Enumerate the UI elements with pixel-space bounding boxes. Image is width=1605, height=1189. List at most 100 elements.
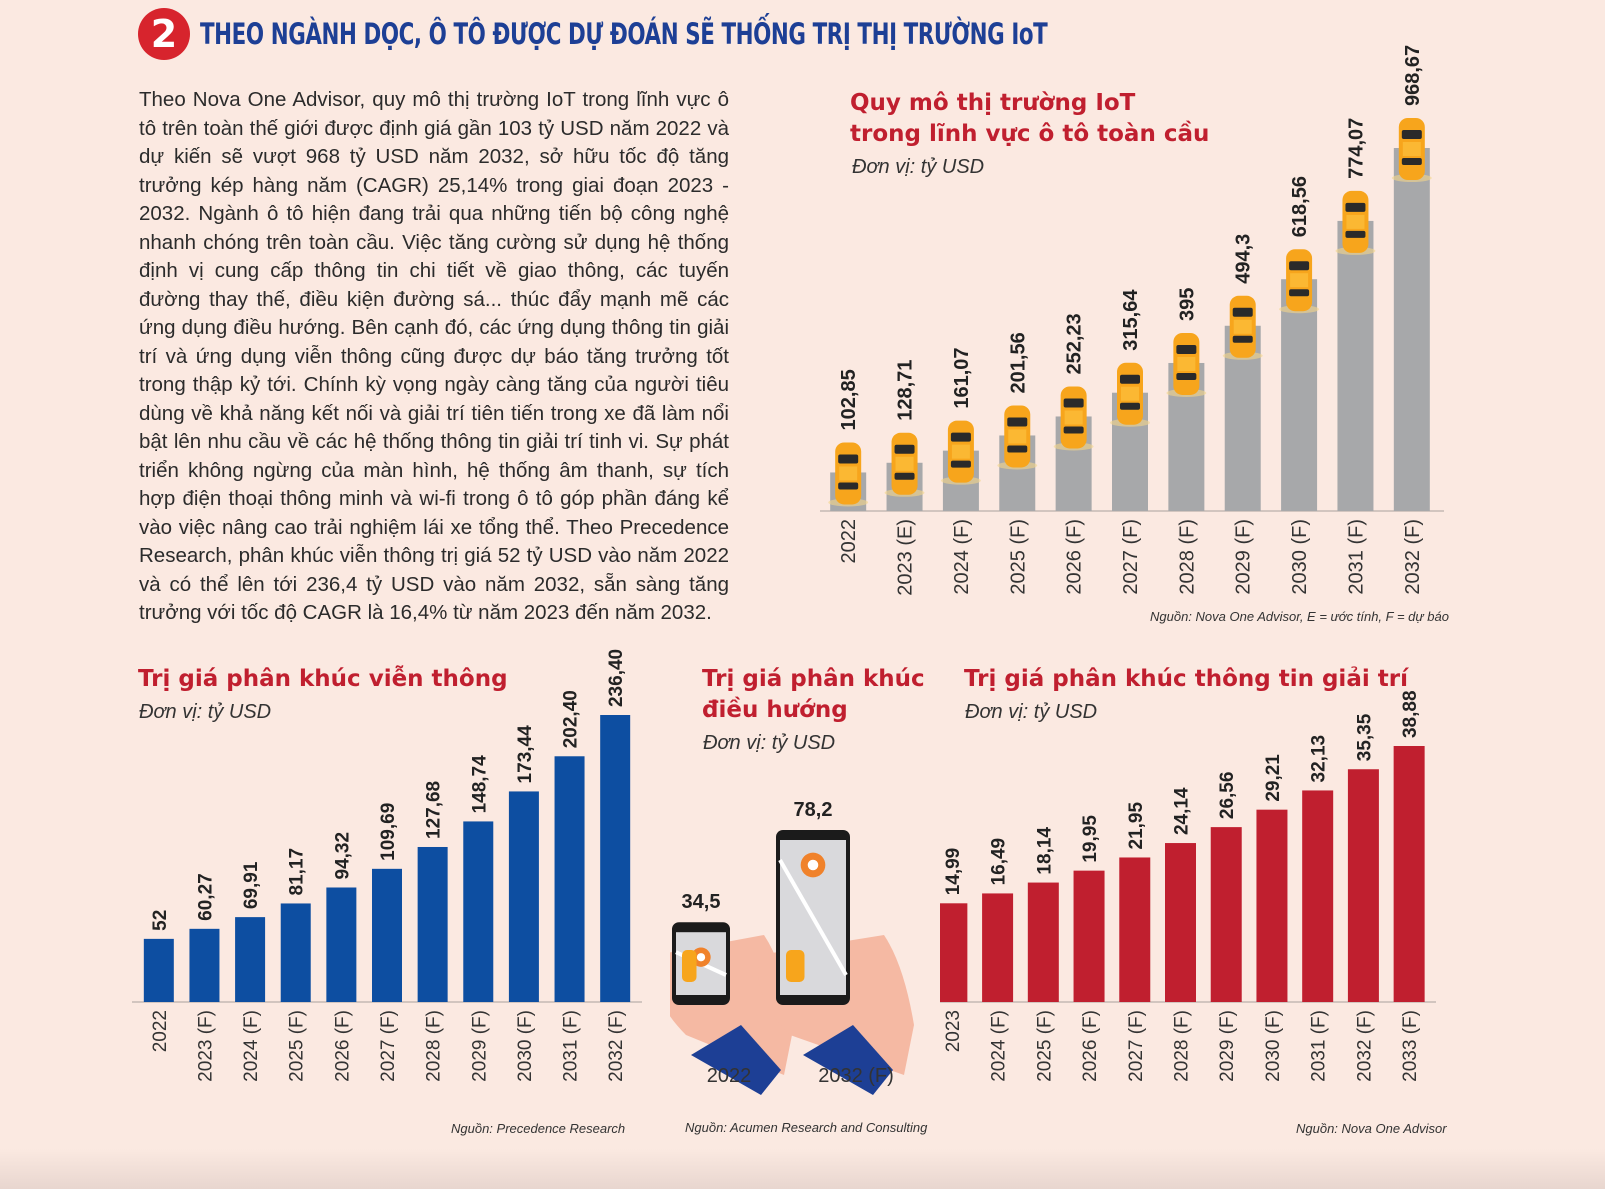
chart2-unit: Đơn vị: tỷ USD (139, 701, 272, 723)
chart2-tick-label: 2032 (F) (606, 1010, 627, 1082)
chart3-tick-label: 2032 (F) (818, 1065, 894, 1087)
chart2-bar (280, 903, 311, 1002)
chart1-car-icon (1110, 362, 1150, 427)
chart4-tick-label: 2028 (F) (1172, 1010, 1193, 1082)
chart3-title-line2: điều hướng (702, 697, 848, 723)
chart4-bar (1393, 746, 1425, 1002)
chart4-title: Trị giá phân khúc thông tin giải trí (964, 666, 1408, 692)
chart2-bar (189, 928, 220, 1002)
chart3-car-icon (786, 950, 805, 982)
chart2-value-label: 94,32 (332, 832, 353, 880)
chart1-value-label: 128,71 (895, 360, 917, 421)
chart4-tick-label: 2032 (F) (1354, 1010, 1375, 1082)
section-title: THEO NGÀNH DỌC, Ô TÔ ĐƯỢC DỰ ĐOÁN SẼ THỐ… (200, 17, 1048, 51)
chart2-bar (235, 917, 266, 1002)
chart1-source: Nguồn: Nova One Advisor, E = ước tính, F… (1150, 609, 1449, 624)
chart4-tick-label: 2027 (F) (1126, 1010, 1147, 1082)
chart3-sleeve (691, 1025, 781, 1095)
chart1-value-label: 102,85 (838, 369, 860, 430)
chart2-bar (143, 938, 174, 1002)
chart2-tick-label: 2027 (F) (378, 1010, 399, 1082)
chart1-value-label: 252,23 (1064, 313, 1086, 374)
chart2-bar (463, 821, 494, 1002)
chart2-tick-label: 2024 (F) (241, 1010, 262, 1082)
chart1-bar (1393, 148, 1430, 511)
chart4-bar (982, 893, 1014, 1002)
chart4-unit: Đơn vị: tỷ USD (965, 701, 1098, 723)
section-number-badge: 2 (138, 8, 190, 60)
chart1-title-line2: trong lĩnh vực ô tô toàn cầu (850, 121, 1210, 147)
chart4-tick-label: 2023 (943, 1010, 964, 1052)
chart2-bar (600, 715, 631, 1002)
chart2-value-label: 202,40 (561, 690, 582, 748)
chart1-tick-label: 2032 (F) (1402, 519, 1424, 595)
chart4-value-label: 19,95 (1080, 815, 1101, 863)
chart1-car-icon (1222, 295, 1263, 360)
chart1-car-icon (828, 442, 869, 507)
chart4-value-label: 16,49 (989, 838, 1010, 886)
chart1-tick-label: 2022 (838, 519, 860, 564)
chart4-tick-label: 2025 (F) (1034, 1010, 1055, 1082)
chart1-tick-label: 2029 (F) (1233, 519, 1255, 595)
chart3-source: Nguồn: Acumen Research and Consulting (685, 1120, 928, 1135)
chart1-value-label: 774,07 (1345, 118, 1367, 179)
chart2-value-label: 127,68 (424, 781, 445, 839)
chart2-bar (372, 868, 402, 1002)
chart4-value-label: 21,95 (1126, 801, 1147, 849)
chart2-bar (508, 791, 539, 1002)
chart1-value-label: 395 (1176, 288, 1198, 321)
chart2-tick-label: 2031 (F) (561, 1010, 582, 1082)
chart2-value-label: 81,17 (287, 848, 308, 896)
chart4-value-label: 38,88 (1400, 690, 1421, 738)
chart2-source: Nguồn: Precedence Research (451, 1121, 626, 1136)
chart2-value-label: 52 (150, 910, 171, 931)
chart2-tick-label: 2022 (150, 1010, 171, 1052)
chart2-value-label: 148,74 (469, 755, 490, 814)
article-text: Theo Nova One Advisor, quy mô thị trường… (139, 88, 729, 624)
chart4-value-label: 24,14 (1172, 787, 1193, 835)
chart4-source: Nguồn: Nova One Advisor (1296, 1121, 1447, 1136)
chart2-tick-label: 2029 (F) (469, 1010, 490, 1082)
chart1-tick-label: 2026 (F) (1064, 519, 1086, 595)
chart3-unit: Đơn vị: tỷ USD (703, 732, 836, 754)
chart1-car-icon (997, 405, 1038, 470)
chart1-car-icon (940, 420, 981, 485)
chart2-tick-label: 2028 (F) (424, 1010, 445, 1082)
chart1-tick-label: 2028 (F) (1176, 519, 1198, 595)
chart4-value-label: 14,99 (943, 848, 964, 896)
chart1-value-label: 201,56 (1007, 332, 1029, 393)
chart4-bar (1210, 827, 1242, 1002)
chart3-svg: 34,5 2022 78,2 2032 (F) (670, 799, 914, 1095)
chart2-bar (554, 756, 585, 1002)
chart3-sleeve (803, 1025, 893, 1095)
chart3-tick-label: 2022 (707, 1065, 752, 1087)
chart1-car-icon (1335, 190, 1376, 255)
chart1-tick-label: 2031 (F) (1345, 519, 1367, 595)
chart2-value-label: 109,69 (378, 803, 399, 861)
chart1-tick-label: 2023 (E) (895, 519, 917, 596)
chart4-bar (940, 903, 968, 1002)
chart3-car-icon (682, 950, 697, 982)
chart4-bar (1347, 769, 1379, 1002)
chart4-bar (1073, 870, 1105, 1002)
chart4-tick-label: 2024 (F) (989, 1010, 1010, 1082)
chart4-value-label: 32,13 (1309, 735, 1330, 783)
chart1-svg: 102,85 2022 128,71 2023 (E) 161,07 2024 (F) 20… (820, 45, 1444, 596)
section-header: 2 THEO NGÀNH DỌC, Ô TÔ ĐƯỢC DỰ ĐOÁN SẼ T… (138, 6, 1233, 62)
chart1-tick-label: 2025 (F) (1007, 519, 1029, 595)
chart4-value-label: 35,35 (1354, 713, 1375, 761)
chart1-value-label: 618,56 (1289, 176, 1311, 237)
chart1-tick-label: 2030 (F) (1289, 519, 1311, 595)
chart2-bar (326, 887, 357, 1002)
chart2-tick-label: 2023 (F) (195, 1010, 216, 1082)
chart4-tick-label: 2030 (F) (1263, 1010, 1284, 1082)
chart1-title-line1: Quy mô thị trường IoT (850, 90, 1136, 116)
chart3-title: Trị giá phân khúc điều hướng (702, 664, 925, 726)
chart4-tick-label: 2029 (F) (1217, 1010, 1238, 1082)
chart3-phone (758, 830, 914, 1095)
chart2-tick-label: 2026 (F) (332, 1010, 353, 1082)
chart4-bar (1256, 809, 1288, 1002)
chart1-bar (1337, 220, 1374, 511)
chart4-bar (1302, 790, 1334, 1002)
chart2-value-label: 60,27 (195, 873, 216, 921)
